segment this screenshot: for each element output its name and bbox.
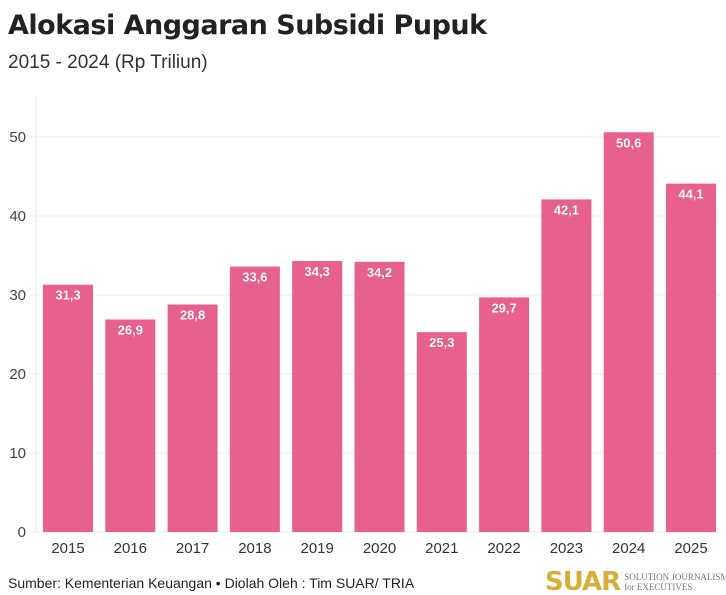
data-label: 31,3	[55, 288, 80, 303]
bar	[229, 266, 280, 532]
data-label: 25,3	[429, 335, 454, 350]
logo-wordmark: SUAR	[545, 567, 621, 595]
y-tick-label: 10	[9, 445, 26, 462]
source-note: Sumber: Kementerian Keuangan • Diolah Ol…	[8, 575, 415, 591]
x-tick-label: 2025	[674, 540, 707, 557]
y-tick-label: 40	[9, 208, 26, 225]
bar	[105, 319, 156, 532]
bar	[43, 284, 93, 532]
y-tick-label: 30	[9, 287, 26, 304]
x-tick-label: 2022	[487, 540, 520, 557]
x-tick-label: 2019	[301, 540, 334, 557]
x-tick-label: 2021	[425, 540, 458, 557]
bar	[479, 297, 530, 532]
x-tick-label: 2018	[238, 540, 271, 557]
data-label: 34,2	[367, 265, 392, 280]
data-label: 29,7	[491, 300, 516, 315]
y-tick-label: 20	[9, 366, 26, 383]
bar	[354, 261, 405, 532]
logo-tagline-line2: for EXECUTIVES	[624, 582, 693, 592]
data-label: 33,6	[242, 270, 267, 285]
x-tick-label: 2015	[51, 540, 84, 557]
y-tick-label: 0	[18, 524, 26, 541]
chart-subtitle: 2015 - 2024 (Rp Triliun)	[8, 52, 208, 73]
suar-logo: SUAR SOLUTION JOURNALISM for EXECUTIVES	[545, 567, 726, 595]
bar	[666, 183, 716, 533]
x-tick-label: 2023	[550, 540, 583, 557]
data-label: 44,1	[678, 187, 703, 202]
data-label: 28,8	[180, 307, 205, 322]
data-label: 34,3	[305, 264, 330, 279]
bar	[416, 332, 467, 532]
data-label: 50,6	[616, 135, 641, 150]
chart-title: Alokasi Anggaran Subsidi Pupuk	[8, 10, 487, 41]
logo-tagline-line1: SOLUTION JOURNALISM	[624, 572, 726, 582]
x-tick-label: 2020	[363, 540, 396, 557]
x-tick-label: 2024	[612, 540, 645, 557]
bar	[292, 261, 343, 532]
y-tick-label: 50	[9, 129, 26, 146]
data-label: 42,1	[554, 202, 579, 217]
bar	[541, 199, 592, 532]
x-tick-label: 2016	[114, 540, 147, 557]
bar	[167, 304, 218, 532]
logo-tagline: SOLUTION JOURNALISM for EXECUTIVES	[624, 572, 726, 592]
x-tick-label: 2017	[176, 540, 209, 557]
data-label: 26,9	[118, 322, 143, 337]
bar	[603, 132, 654, 532]
